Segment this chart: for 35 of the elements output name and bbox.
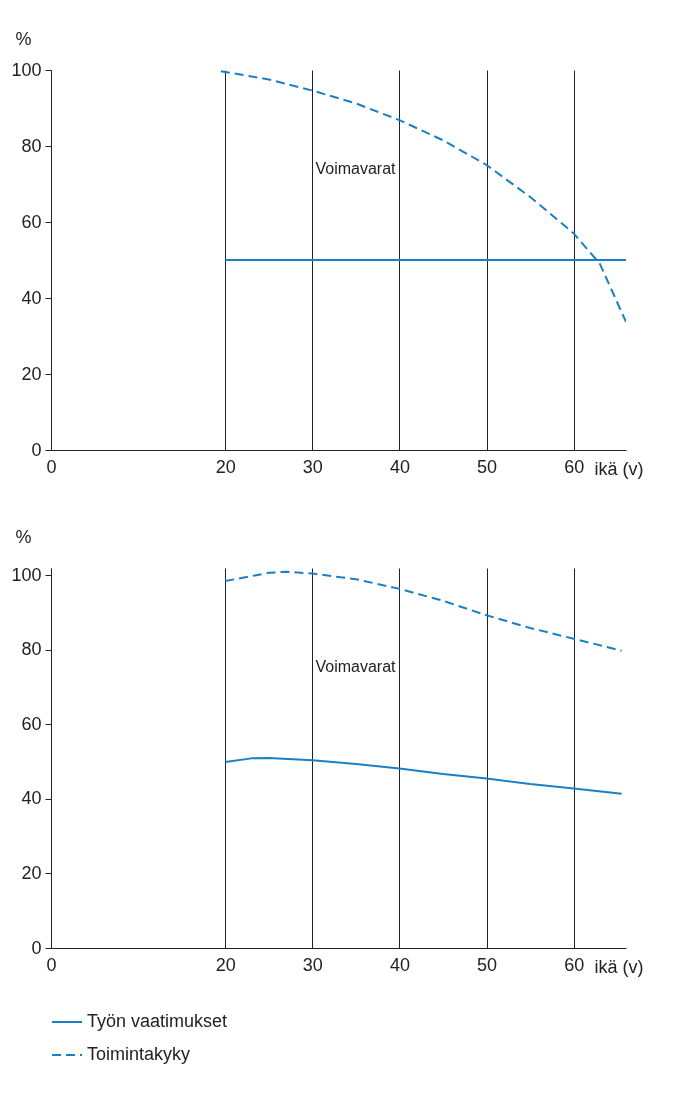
x-tick-label: 40 bbox=[389, 954, 410, 975]
x-tick-label: 60 bbox=[564, 954, 585, 975]
y-tick-label: 100 bbox=[11, 564, 42, 585]
x-tick-label: 0 bbox=[46, 954, 57, 975]
x-tick-label: 30 bbox=[302, 456, 323, 477]
y-tick-label: 20 bbox=[21, 862, 42, 883]
x-tick-label: 60 bbox=[564, 456, 585, 477]
x-tick-label: 50 bbox=[477, 954, 498, 975]
y-tick-label: 60 bbox=[21, 211, 42, 232]
y-tick-label: 60 bbox=[21, 713, 42, 734]
y-tick-label: 0 bbox=[31, 439, 42, 460]
y-tick-label: 80 bbox=[21, 639, 42, 660]
x-tick-label: 40 bbox=[389, 456, 410, 477]
annotation: Voimavarat bbox=[315, 657, 397, 675]
y-tick-label: 80 bbox=[21, 135, 42, 156]
x-axis-title: ikä (v) bbox=[594, 458, 644, 479]
y-tick-label: 100 bbox=[11, 59, 42, 80]
y-tick-label: 0 bbox=[31, 937, 42, 958]
x-tick-label: 0 bbox=[46, 456, 57, 477]
legend-label: Työn vaatimukset bbox=[87, 1011, 228, 1031]
legend-label: Toimintakyky bbox=[87, 1044, 191, 1064]
x-axis-title: ikä (v) bbox=[594, 956, 644, 977]
x-tick-label: 50 bbox=[477, 456, 498, 477]
y-tick-label: 40 bbox=[21, 287, 42, 308]
y-tick-label: 20 bbox=[21, 363, 42, 384]
x-tick-label: 30 bbox=[302, 954, 323, 975]
line-series bbox=[224, 570, 623, 652]
annotation: Voimavarat bbox=[315, 159, 397, 177]
x-tick-label: 20 bbox=[215, 954, 236, 975]
y-axis-title: % bbox=[15, 28, 32, 49]
line-series bbox=[224, 757, 623, 795]
x-tick-label: 20 bbox=[215, 456, 236, 477]
y-tick-label: 40 bbox=[21, 788, 42, 809]
line-series bbox=[219, 70, 626, 323]
y-axis-title: % bbox=[15, 526, 32, 547]
